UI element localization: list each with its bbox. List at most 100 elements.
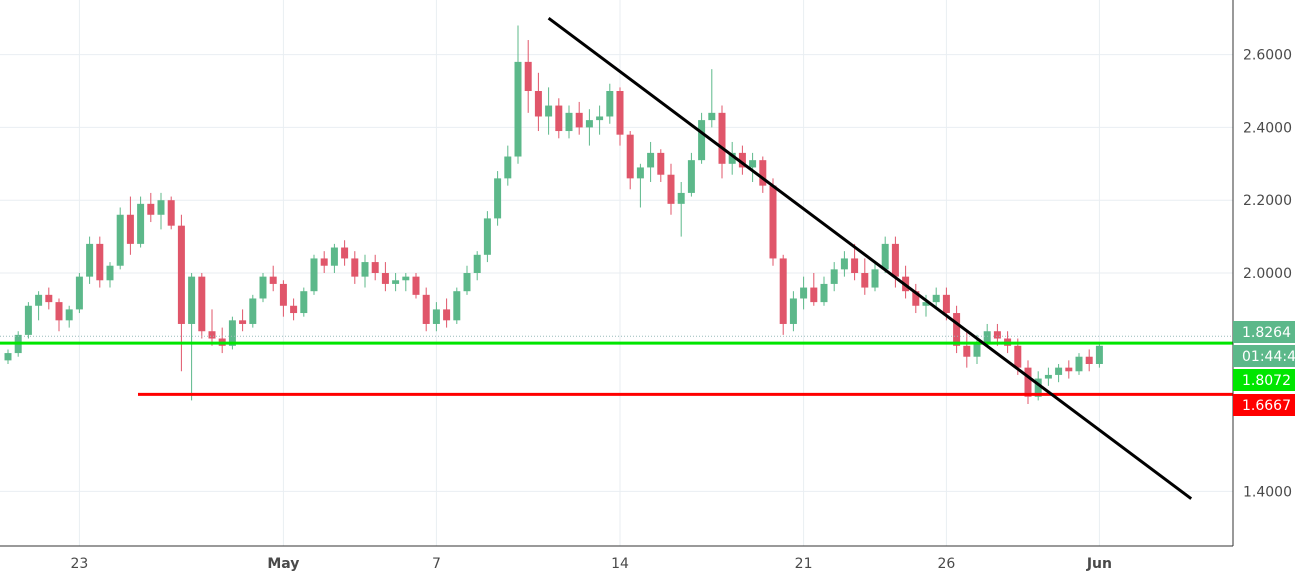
candle-body (932, 294, 940, 303)
candle-body (167, 200, 175, 226)
candle (249, 294, 257, 328)
candle-body (545, 105, 553, 117)
candle-body (708, 112, 716, 121)
candle (1085, 349, 1093, 372)
candle-body (371, 262, 379, 273)
candle-body (636, 167, 644, 179)
candle-body (361, 262, 369, 277)
candle (1065, 360, 1073, 379)
candle (575, 101, 583, 135)
candle (636, 163, 644, 208)
candle (330, 243, 338, 273)
price-axis[interactable]: 2.6000 2.4000 2.2000 2.0000 1.4000 (1243, 48, 1292, 501)
candle-body (524, 61, 532, 91)
candle (341, 240, 349, 266)
candle (800, 276, 808, 310)
candle (514, 25, 522, 164)
candle-body (575, 112, 583, 128)
candle-body (555, 105, 563, 132)
candle-body (830, 269, 838, 284)
candle (300, 287, 308, 317)
candle (422, 287, 430, 332)
candle (392, 273, 400, 292)
candle (259, 273, 267, 303)
candle-body (769, 185, 777, 259)
candle (504, 145, 512, 186)
candle-body (412, 276, 420, 295)
candle (177, 214, 185, 372)
candle-body (657, 152, 665, 175)
red-level-badge-label: 1.6667 (1242, 398, 1291, 414)
candle (402, 273, 410, 292)
candle-body (912, 291, 920, 306)
candle (749, 152, 757, 182)
candle-body (432, 309, 440, 324)
candle-body (687, 160, 695, 193)
candle (208, 309, 216, 346)
candle-body (922, 302, 930, 306)
candle (147, 192, 155, 223)
candle (310, 254, 318, 295)
candle-body (779, 258, 787, 324)
candle-body (269, 276, 277, 284)
candle-body (749, 160, 757, 168)
candle-body (279, 283, 287, 306)
grid-lines (0, 0, 1233, 546)
candle (596, 105, 604, 135)
candle-body (820, 283, 828, 303)
green-level-badge: 1.8072 (1233, 369, 1295, 391)
candle (932, 287, 940, 310)
candle (840, 251, 848, 277)
candle (585, 109, 593, 146)
candle (106, 262, 114, 288)
candle (1024, 360, 1032, 405)
last-price-badge: 1.8264 (1233, 321, 1295, 343)
time-axis[interactable]: 23 May 7 14 21 26 Jun (70, 556, 1111, 572)
candle-body (963, 345, 971, 357)
candle-body (188, 276, 196, 324)
descending-trendline[interactable] (547, 16, 1193, 500)
candle-body (126, 214, 134, 244)
candle-body (606, 91, 614, 117)
candle-body (177, 225, 185, 324)
trendline-layer (547, 16, 1193, 500)
y-tick-label: 1.4000 (1243, 484, 1292, 500)
last-price-badge-label: 1.8264 (1242, 325, 1291, 341)
candle-body (24, 305, 32, 335)
candle (137, 196, 145, 248)
candle (75, 273, 83, 314)
candle (55, 298, 63, 332)
candle-body (494, 178, 502, 219)
candle (667, 163, 675, 215)
candle-body (473, 254, 481, 273)
candles-layer (4, 25, 1103, 405)
candle-body (953, 313, 961, 346)
candle-body (759, 160, 767, 186)
candle-body (1024, 367, 1032, 397)
candle (963, 331, 971, 368)
candle (922, 294, 930, 317)
candle-body (677, 192, 685, 204)
candle-body (75, 276, 83, 310)
candle (677, 182, 685, 237)
y-tick-label: 2.2000 (1243, 193, 1292, 209)
candle (1055, 364, 1063, 383)
candle-body (1075, 356, 1083, 372)
candle (290, 298, 298, 321)
candle-body (422, 294, 430, 324)
green-level-badge-label: 1.8072 (1242, 373, 1291, 389)
candle-body (320, 258, 328, 266)
candle-body (647, 152, 655, 168)
candle (494, 171, 502, 226)
candle (381, 262, 389, 292)
candle-body (381, 273, 389, 284)
candle-body (942, 294, 950, 314)
candle-body (504, 156, 512, 179)
candle-body (881, 243, 889, 270)
candle (616, 87, 624, 146)
candle (810, 273, 818, 306)
candle (534, 72, 542, 132)
candle (412, 273, 420, 299)
price-badges: 1.8264 01:44:45 1.8072 1.6667 (1233, 321, 1295, 416)
